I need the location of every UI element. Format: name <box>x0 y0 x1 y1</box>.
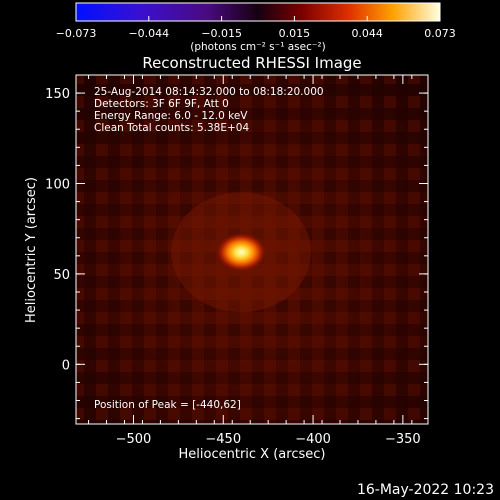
colorbar <box>75 2 441 22</box>
y-axis-ticks <box>76 74 428 420</box>
x-axis-ticks <box>88 75 413 424</box>
colorbar-tick-label: 0.044 <box>351 27 383 40</box>
colorbar-tick-label: 0.015 <box>279 27 311 40</box>
y-tick-label: 0 <box>62 358 70 373</box>
plot-title: Reconstructed RHESSI Image <box>142 54 361 72</box>
colorbar-tick-label: −0.044 <box>128 27 169 40</box>
rhessi-image <box>76 75 428 424</box>
x-tick-label: −450 <box>205 432 241 447</box>
y-tick-label: 100 <box>45 177 70 192</box>
x-axis-label: Heliocentric X (arcsec) <box>179 447 326 462</box>
colorbar-tick-label: −0.015 <box>201 27 242 40</box>
x-tick-label: −350 <box>385 432 421 447</box>
x-tick-label: −500 <box>116 432 152 447</box>
y-tick-label: 150 <box>45 87 70 102</box>
y-axis-label: Heliocentric Y (arcsec) <box>24 177 39 323</box>
colorbar-tick-label: −0.073 <box>56 27 97 40</box>
annotation-clean-counts: Clean Total counts: 5.38E+04 <box>94 122 249 134</box>
colorbar-units-label: (photons cm⁻² s⁻¹ asec⁻²) <box>190 41 325 53</box>
annotation-energy-range: Energy Range: 6.0 - 12.0 keV <box>94 110 248 122</box>
plot-frame <box>75 74 429 425</box>
annotation-time-range: 25-Aug-2014 08:14:32.000 to 08:18:20.000 <box>94 86 324 98</box>
annotation-peak-position: Position of Peak = [-440,62] <box>94 399 241 411</box>
colorbar-ticks <box>75 16 441 21</box>
plot-timestamp: 16-May-2022 10:23 <box>357 482 494 498</box>
flare-source <box>215 232 268 273</box>
colorbar-tick-label: 0.073 <box>424 27 456 40</box>
y-tick-label: 50 <box>53 268 70 283</box>
annotation-detectors: Detectors: 3F 6F 9F, Att 0 <box>94 98 229 110</box>
x-tick-label: −400 <box>295 432 331 447</box>
